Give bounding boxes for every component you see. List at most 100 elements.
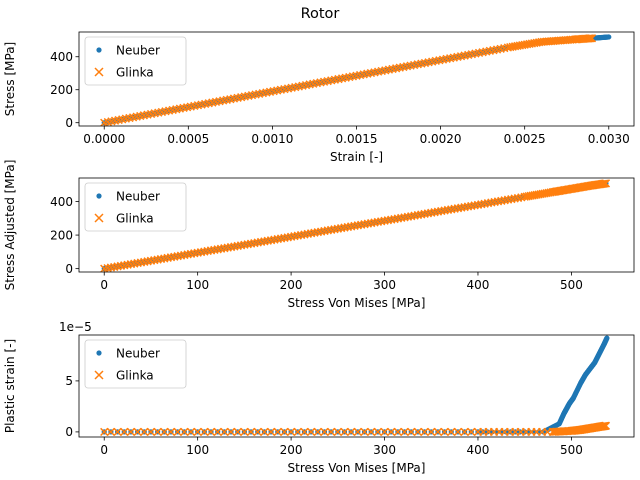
data-point	[253, 427, 262, 437]
data-point	[393, 427, 403, 437]
y-axis-label: Stress Adjusted [MPa]	[3, 160, 17, 291]
series-glinka	[100, 34, 597, 126]
legend-label-neuber: Neuber	[116, 43, 160, 57]
y-offset-text: 1e−5	[59, 320, 92, 334]
y-tick-label: 400	[50, 50, 73, 64]
data-point	[503, 429, 509, 435]
data-point	[180, 427, 189, 437]
x-tick-label: 0	[100, 278, 108, 292]
data-point	[333, 427, 342, 437]
data-point	[193, 427, 202, 437]
x-tick-label: 300	[373, 278, 396, 292]
data-point	[280, 427, 289, 437]
chart-panel-1: 0.0000 0.0005 0.0010 0.0015 0.0020 0.0025 0.00…	[3, 31, 635, 164]
y-axis-label: Stress [MPa]	[3, 42, 17, 116]
legend-label-glinka: Glinka	[116, 368, 154, 382]
data-point	[240, 427, 249, 437]
data-point	[460, 427, 469, 437]
legend-label-glinka: Glinka	[116, 211, 154, 225]
axes-frame	[78, 334, 635, 438]
x-tick-label: 0	[100, 443, 108, 457]
data-point	[604, 335, 610, 341]
y-tick-label: 200	[50, 83, 73, 97]
legend-marker-neuber	[96, 47, 102, 53]
legend-marker-glinka	[94, 370, 104, 380]
x-tick-label: 500	[560, 443, 583, 457]
x-tick-label: 200	[280, 443, 303, 457]
data-point	[367, 427, 376, 437]
legend-box	[84, 182, 187, 232]
data-point	[153, 427, 162, 437]
data-point	[427, 427, 436, 437]
x-tick-label: 200	[280, 278, 303, 292]
x-axis-label: Strain [-]	[330, 150, 383, 164]
data-point	[380, 427, 389, 437]
data-point	[246, 427, 256, 437]
data-point	[522, 429, 528, 435]
x-tick-label: 300	[373, 443, 396, 457]
legend: Neuber Glinka	[84, 182, 187, 232]
data-point	[353, 427, 362, 437]
data-point	[453, 427, 463, 437]
x-tick-label: 0.0025	[504, 132, 546, 146]
data-point	[120, 427, 129, 437]
x-tick-label: 0.0020	[420, 132, 462, 146]
data-point	[601, 421, 611, 430]
data-point	[586, 34, 595, 43]
data-point	[113, 427, 122, 437]
data-point	[186, 427, 196, 437]
y-tick-label: 0	[65, 262, 73, 276]
legend-label-neuber: Neuber	[116, 189, 160, 203]
data-point	[313, 427, 322, 437]
axes-frame	[78, 177, 635, 273]
data-point	[587, 34, 597, 43]
data-point	[106, 427, 116, 437]
data-point	[420, 427, 429, 437]
legend-label-neuber: Neuber	[116, 346, 160, 360]
y-tick-label: 5	[65, 374, 73, 388]
data-point	[173, 427, 182, 437]
legend: Neuber Glinka	[84, 339, 187, 389]
data-point	[146, 427, 156, 437]
x-tick-label: 0.0000	[83, 132, 125, 146]
y-axis-label: Plastic strain [-]	[3, 339, 17, 433]
data-point	[293, 427, 302, 437]
data-point	[206, 427, 216, 437]
x-tick-label: 100	[186, 278, 209, 292]
data-point	[447, 427, 456, 437]
x-tick-label: 0.0030	[588, 132, 630, 146]
data-point	[140, 427, 149, 437]
data-point	[300, 427, 309, 437]
legend-marker-glinka	[94, 213, 104, 223]
series-glinka	[100, 421, 611, 437]
data-point	[220, 427, 229, 437]
legend-box	[84, 339, 187, 389]
data-point	[585, 34, 594, 43]
data-point	[606, 34, 612, 40]
x-axis-label: Stress Von Mises [MPa]	[288, 461, 426, 475]
data-point	[340, 427, 349, 437]
data-point	[484, 429, 490, 435]
data-point	[273, 427, 282, 437]
data-point	[200, 427, 209, 437]
data-point	[467, 427, 476, 437]
x-tick-label: 0.0015	[336, 132, 378, 146]
data-point	[400, 427, 409, 437]
data-point	[373, 427, 382, 437]
y-tick-label: 0	[65, 116, 73, 130]
chart-panel-2: 0 100 200 300 400 500 0 200 400 Stress Von Mises …	[3, 160, 635, 310]
data-point	[320, 427, 329, 437]
series-glinka	[100, 179, 611, 272]
data-point	[166, 427, 176, 437]
legend-marker-glinka	[94, 67, 104, 77]
y-tick-label: 200	[50, 228, 73, 242]
data-point	[226, 427, 236, 437]
data-point	[407, 427, 416, 437]
x-axis-label: Stress Von Mises [MPa]	[288, 296, 426, 310]
data-point	[233, 427, 242, 437]
legend: Neuber Glinka	[84, 36, 187, 86]
x-tick-label: 0.0005	[167, 132, 209, 146]
data-point	[266, 427, 276, 437]
x-tick-label: 0.0010	[251, 132, 293, 146]
data-point	[286, 427, 296, 437]
